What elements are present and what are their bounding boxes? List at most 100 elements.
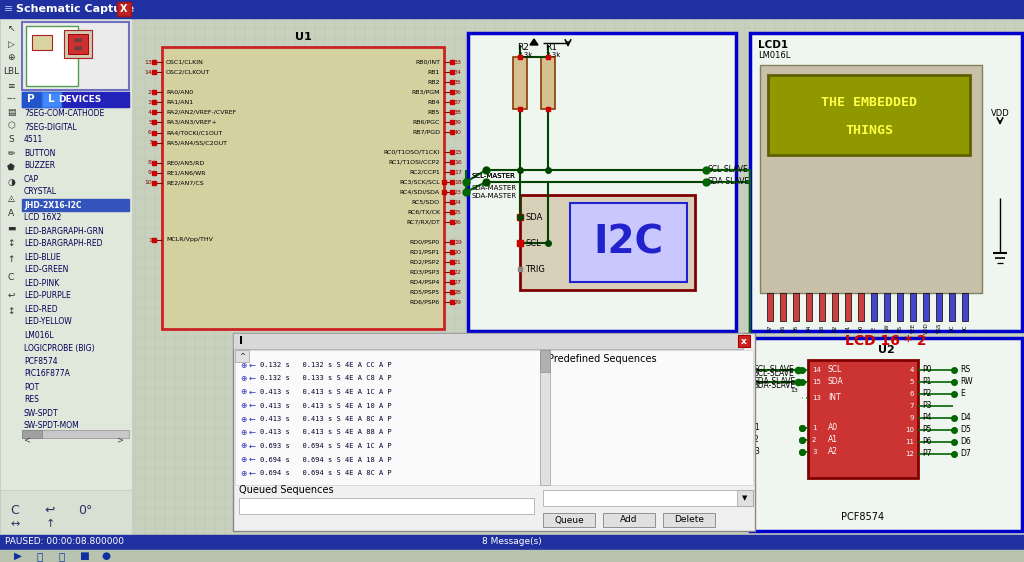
Text: RB5: RB5 (428, 110, 440, 115)
Text: 20: 20 (454, 250, 462, 255)
Text: 15: 15 (454, 149, 462, 155)
Text: D6: D6 (961, 437, 971, 446)
Text: ↑: ↑ (7, 256, 14, 265)
Text: RD1/PSP1: RD1/PSP1 (410, 250, 440, 255)
Text: LED-YELLOW: LED-YELLOW (24, 318, 72, 327)
Text: A0: A0 (828, 424, 838, 433)
Text: 18: 18 (454, 179, 462, 184)
Text: A1: A1 (828, 436, 838, 445)
Text: VEE: VEE (910, 323, 915, 333)
Bar (962, 293, 968, 321)
Text: P: P (28, 94, 35, 104)
Text: VDD: VDD (990, 108, 1010, 117)
Text: 6: 6 (909, 391, 914, 397)
Text: RC7/RX/DT: RC7/RX/DT (407, 220, 440, 224)
Text: SCL: SCL (525, 238, 541, 247)
Text: C: C (8, 274, 14, 283)
Text: 4: 4 (148, 110, 152, 115)
Text: I2C: I2C (593, 223, 664, 261)
Bar (910, 293, 916, 321)
Text: 0.694 s   0.694 s S 4E A 8C A P: 0.694 s 0.694 s S 4E A 8C A P (260, 470, 392, 476)
Text: RC2/CCP1: RC2/CCP1 (410, 170, 440, 174)
Text: ▶: ▶ (14, 551, 22, 561)
Text: 40: 40 (454, 129, 462, 134)
Bar (768, 75, 970, 155)
Text: RD5/PSP5: RD5/PSP5 (410, 289, 440, 294)
Text: LED-PURPLE: LED-PURPLE (24, 292, 71, 301)
Text: ↩: ↩ (45, 504, 55, 516)
Text: ▤: ▤ (7, 107, 15, 116)
Text: ←: ← (249, 388, 256, 397)
Text: ←: ← (249, 374, 256, 383)
Text: D4: D4 (961, 414, 971, 423)
Text: 13: 13 (144, 60, 152, 65)
Text: P2: P2 (922, 389, 932, 398)
Text: PCF8574: PCF8574 (842, 512, 885, 522)
Text: RB0/INT: RB0/INT (415, 60, 440, 65)
Bar (0, 490, 132, 535)
Text: ←: ← (249, 455, 256, 464)
Bar (923, 293, 929, 321)
Bar (234, 350, 540, 485)
Text: 23: 23 (454, 189, 462, 194)
Bar (233, 333, 743, 349)
Text: BUTTON: BUTTON (24, 148, 55, 157)
Text: ↖: ↖ (7, 24, 14, 33)
Text: SDA-MASTER: SDA-MASTER (472, 193, 517, 199)
Text: SDA: SDA (525, 212, 543, 221)
Text: SCL-SLAVE: SCL-SLAVE (708, 165, 749, 174)
Bar (570, 203, 687, 282)
Text: SDA-SLAVE: SDA-SLAVE (754, 382, 797, 391)
Text: ↩: ↩ (7, 291, 14, 300)
Text: ≡: ≡ (4, 4, 13, 14)
Text: 21: 21 (454, 260, 462, 265)
Text: ←: ← (249, 415, 256, 424)
Text: SCL-MASTER: SCL-MASTER (472, 173, 516, 179)
Bar (793, 293, 799, 321)
Bar (520, 195, 695, 290)
Text: 0°: 0° (78, 504, 92, 516)
Text: 12: 12 (905, 451, 914, 457)
Text: D4: D4 (807, 324, 811, 332)
Text: D1: D1 (846, 324, 851, 332)
Text: I2C BUS: I2C BUS (571, 334, 633, 348)
Text: 0.694 s   0.694 s S 4E A 18 A P: 0.694 s 0.694 s S 4E A 18 A P (260, 456, 392, 463)
Text: P7: P7 (922, 450, 932, 459)
Text: ⊕: ⊕ (240, 388, 246, 397)
Text: S: S (8, 135, 14, 144)
Text: 33: 33 (454, 60, 462, 65)
Text: 3: 3 (148, 99, 152, 105)
Text: JHD-2X16-I2C: JHD-2X16-I2C (24, 201, 82, 210)
Text: ✏: ✏ (7, 149, 14, 158)
Text: RC5/SDO: RC5/SDO (412, 200, 440, 205)
Text: 0.132 s   0.132 s S 4E A CC A P: 0.132 s 0.132 s S 4E A CC A P (260, 362, 392, 368)
Text: 7: 7 (909, 403, 914, 409)
Text: 7: 7 (148, 140, 152, 146)
Text: LBL: LBL (3, 67, 19, 76)
Bar (543, 490, 753, 506)
Bar (22, 92, 41, 107)
Text: PIC16F877A: PIC16F877A (275, 334, 330, 343)
Text: RC3/SCK/SCL: RC3/SCK/SCL (399, 179, 440, 184)
Text: E: E (961, 389, 965, 398)
Text: P0: P0 (922, 365, 932, 374)
Bar (884, 293, 890, 321)
Text: THE EMBEDDED: THE EMBEDDED (821, 97, 918, 110)
Text: Schematic Capture: Schematic Capture (16, 4, 134, 14)
Text: 9: 9 (148, 170, 152, 175)
Text: ←: ← (249, 442, 256, 451)
Text: ←: ← (249, 469, 256, 478)
Bar (0, 18, 132, 535)
Text: NC: NC (963, 324, 968, 332)
Text: 0.413 s   0.413 s S 4E A 8C A P: 0.413 s 0.413 s S 4E A 8C A P (260, 416, 392, 422)
Text: 2: 2 (148, 89, 152, 94)
Text: 3: 3 (754, 447, 759, 456)
Bar (22, 92, 129, 107)
Bar (233, 333, 755, 531)
Bar (819, 293, 825, 321)
Text: ⊕: ⊕ (240, 360, 246, 369)
Text: SCL-SLAVE: SCL-SLAVE (754, 369, 795, 378)
Text: D3: D3 (819, 324, 824, 332)
Text: BUZZER: BUZZER (24, 161, 55, 170)
Bar (936, 293, 942, 321)
